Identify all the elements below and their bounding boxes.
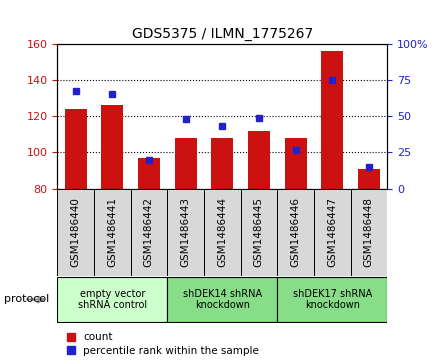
Bar	[167, 189, 204, 276]
Bar	[285, 138, 307, 189]
Text: empty vector
shRNA control: empty vector shRNA control	[77, 289, 147, 310]
Text: GSM1486441: GSM1486441	[107, 197, 117, 267]
Bar	[351, 189, 387, 276]
Bar	[57, 277, 167, 322]
Text: GSM1486443: GSM1486443	[180, 197, 191, 267]
Bar	[131, 189, 167, 276]
Bar	[138, 158, 160, 189]
Bar	[241, 189, 277, 276]
Text: GSM1486442: GSM1486442	[144, 197, 154, 267]
Text: shDEK17 shRNA
knockdown: shDEK17 shRNA knockdown	[293, 289, 372, 310]
Text: GSM1486444: GSM1486444	[217, 197, 227, 267]
Text: GSM1486440: GSM1486440	[70, 197, 81, 267]
Bar	[65, 109, 87, 189]
Bar	[314, 189, 351, 276]
Bar	[175, 138, 197, 189]
Text: GSM1486446: GSM1486446	[290, 197, 301, 267]
Bar	[57, 189, 94, 276]
Text: protocol: protocol	[4, 294, 50, 305]
Bar	[94, 189, 131, 276]
Bar	[321, 51, 343, 189]
Bar	[248, 131, 270, 189]
Text: GSM1486447: GSM1486447	[327, 197, 337, 267]
Text: GSM1486445: GSM1486445	[254, 197, 264, 267]
Bar	[277, 189, 314, 276]
Bar	[204, 189, 241, 276]
Bar	[277, 277, 387, 322]
Legend: count, percentile rank within the sample: count, percentile rank within the sample	[62, 328, 263, 360]
Title: GDS5375 / ILMN_1775267: GDS5375 / ILMN_1775267	[132, 27, 313, 41]
Bar	[211, 138, 233, 189]
Bar	[358, 169, 380, 189]
Bar	[167, 277, 277, 322]
Bar	[101, 105, 123, 189]
Text: GSM1486448: GSM1486448	[364, 197, 374, 267]
Text: shDEK14 shRNA
knockdown: shDEK14 shRNA knockdown	[183, 289, 262, 310]
